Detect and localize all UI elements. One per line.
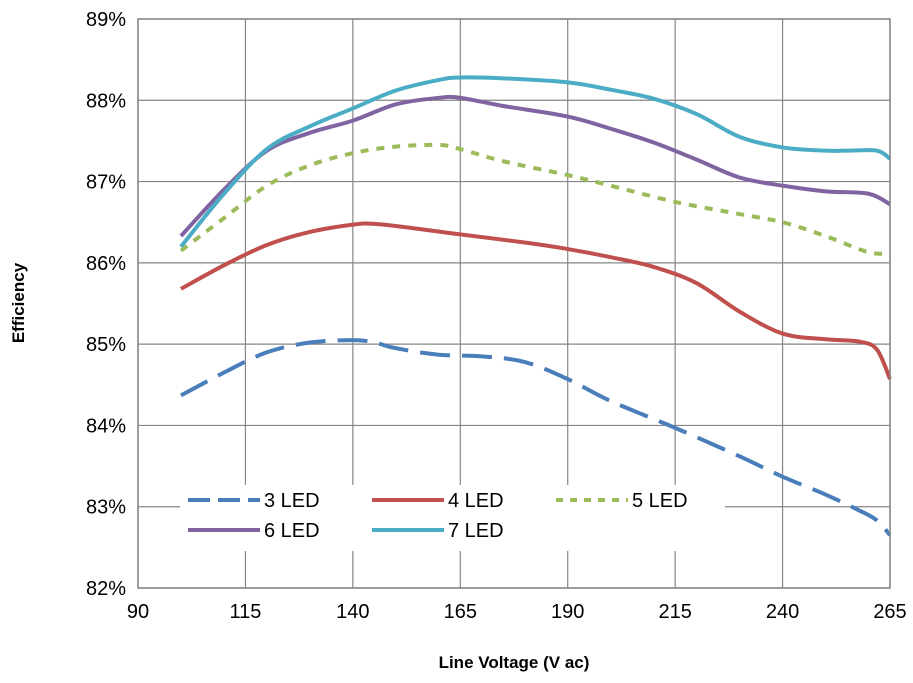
x-tick-labels: 90 115 140 165 190 215 240 265 [127, 601, 907, 623]
y-axis-title: Efficiency [9, 262, 28, 343]
x-tick-label: 165 [444, 601, 477, 623]
x-axis-title: Line Voltage (V ac) [439, 653, 590, 672]
series-line-5-led [179, 142, 891, 256]
x-tick-label: 215 [658, 601, 691, 623]
y-tick-label: 84% [86, 415, 126, 437]
x-tick-label: 140 [336, 601, 369, 623]
x-tick-label: 190 [551, 601, 584, 623]
y-tick-label: 82% [86, 578, 126, 600]
y-tick-label: 85% [86, 334, 126, 356]
y-tick-label: 89% [86, 9, 126, 31]
y-tick-label: 88% [86, 90, 126, 112]
y-tick-label: 86% [86, 253, 126, 275]
y-tick-label: 87% [86, 172, 126, 194]
y-tick-labels: 82% 83% 84% 85% 86% 87% 88% 89% [86, 9, 126, 600]
legend: 3 LED 4 LED 5 LED 6 LED 7 LED [180, 485, 725, 551]
series-line-6-led [179, 94, 891, 238]
legend-label-7-led: 7 LED [448, 520, 504, 542]
legend-label-3-led: 3 LED [264, 490, 320, 512]
legend-label-4-led: 4 LED [448, 490, 504, 512]
x-tick-label: 90 [127, 601, 149, 623]
x-tick-label: 115 [229, 601, 261, 623]
series-line-3-led [180, 338, 892, 537]
x-tick-label: 265 [873, 601, 906, 623]
series-line-4-led [180, 221, 892, 380]
series-line-7-led [179, 75, 892, 248]
y-tick-label: 83% [86, 497, 126, 519]
series-lines [179, 75, 892, 537]
legend-label-6-led: 6 LED [264, 520, 320, 542]
x-tick-label: 240 [766, 601, 799, 623]
legend-background [180, 485, 725, 551]
legend-label-5-led: 5 LED [632, 490, 688, 512]
plot-border [137, 18, 891, 589]
